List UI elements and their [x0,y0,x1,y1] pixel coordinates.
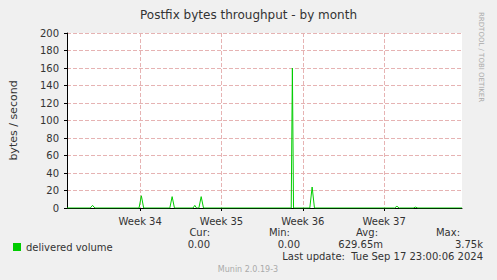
svg-text:Week 36: Week 36 [281,216,324,227]
svg-text:180: 180 [40,45,59,56]
svg-text:Week 34: Week 34 [119,216,162,227]
svg-text:140: 140 [40,80,59,91]
svg-text:40: 40 [46,168,59,179]
svg-text:Postfix bytes throughput - by: Postfix bytes throughput - by month [140,8,357,22]
svg-text:80: 80 [46,133,59,144]
svg-text:Munin 2.0.19-3: Munin 2.0.19-3 [218,265,278,274]
svg-text:Week 37: Week 37 [363,216,406,227]
svg-text:60: 60 [46,150,59,161]
svg-text:bytes / second: bytes / second [7,80,20,160]
svg-text:0.00: 0.00 [188,239,210,250]
svg-text:629.65m: 629.65m [338,239,383,250]
svg-text:Avg:: Avg: [356,227,378,238]
svg-text:Last update: Tue Sep 17 23:00: Last update: Tue Sep 17 23:00:06 2024 [282,251,483,262]
svg-text:100: 100 [40,115,59,126]
svg-text:20: 20 [46,185,59,196]
svg-text:200: 200 [40,28,59,39]
svg-text:0.00: 0.00 [278,239,300,250]
svg-text:0: 0 [53,203,59,214]
svg-text:RRDTOOL / TOBI OETIKER: RRDTOOL / TOBI OETIKER [477,12,485,102]
svg-text:3.75k: 3.75k [455,239,483,250]
svg-text:120: 120 [40,98,59,109]
svg-text:Min:: Min: [269,227,290,238]
svg-text:delivered volume: delivered volume [26,242,113,253]
svg-text:Max:: Max: [436,227,460,238]
svg-text:160: 160 [40,63,59,74]
svg-text:Cur:: Cur: [189,227,210,238]
svg-text:Week 35: Week 35 [200,216,243,227]
